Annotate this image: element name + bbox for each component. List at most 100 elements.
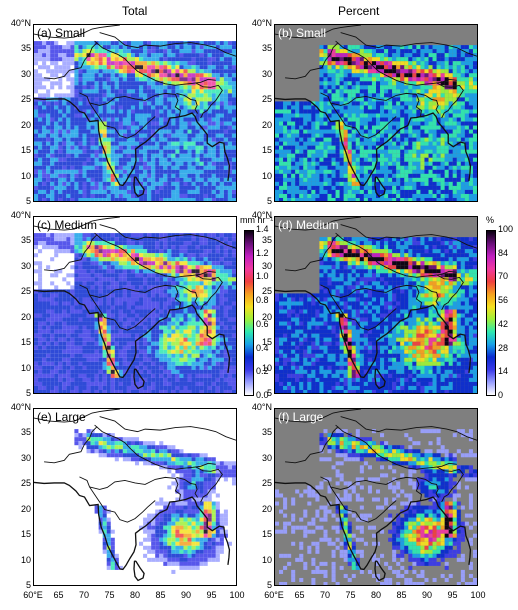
lon-tick-label: 90: [180, 590, 192, 600]
lat-tick-label: 25: [261, 94, 272, 105]
colorbar-tick-label: 0: [498, 390, 504, 400]
colorbar-tick-label: 0.2: [256, 366, 269, 377]
himalaya-contour: [335, 424, 457, 470]
map-svg: [34, 217, 236, 393]
panel-label-d: (d) Medium: [278, 218, 339, 232]
coastline: [275, 481, 472, 571]
bangladesh-border: [417, 92, 440, 114]
lon-tick-label: 85: [155, 590, 166, 600]
lat-tick-label: 30: [20, 68, 31, 79]
map-svg: [275, 25, 477, 201]
coastline-sri-lanka: [133, 368, 145, 390]
panel-label-c: (c) Medium: [37, 218, 98, 232]
tibet-contour: [99, 32, 236, 57]
lon-tick-label: 95: [206, 590, 217, 600]
lat-tick-label: 20: [20, 503, 31, 514]
lat-tick-label: 25: [261, 478, 272, 489]
himalaya-contour: [94, 40, 216, 86]
pakistan-border: [44, 234, 98, 272]
lat-tick-label: 35: [261, 427, 272, 438]
himalaya-contour: [94, 424, 216, 470]
lat-tick-label: 20: [261, 119, 272, 130]
lat-tick-label: 40°N: [10, 18, 31, 28]
eastern-range-contour: [195, 274, 223, 311]
map-panel-a: (a) Small: [33, 24, 237, 202]
lat-tick-label: 5: [25, 580, 31, 590]
colorbar-tick-label: 0.0: [256, 390, 269, 400]
map-panel-f: (f) Large: [274, 408, 478, 586]
lat-tick-label: 30: [20, 452, 31, 463]
eastern-range-contour: [436, 466, 464, 503]
bangladesh-border: [176, 284, 199, 306]
map-svg: [275, 409, 477, 585]
lat-tick-label: 10: [20, 362, 31, 373]
colorbar-tick-label: 1.4: [256, 224, 269, 234]
lon-tick-label: 85: [396, 590, 407, 600]
map-svg: [275, 217, 477, 393]
lon-tick-label: 65: [53, 590, 64, 600]
colorbar-tick-label: 56: [498, 295, 509, 306]
lon-tick-label: 95: [447, 590, 458, 600]
inner-contour: [320, 476, 397, 523]
lat-tick-label: 40°N: [10, 210, 31, 220]
lat-tick-label: 5: [25, 388, 31, 398]
panel-label-a: (a) Small: [37, 26, 86, 40]
lat-tick-label: 30: [261, 452, 272, 463]
coastline: [34, 289, 231, 379]
coastline: [275, 97, 472, 187]
himalaya-contour: [94, 232, 216, 278]
lon-tick-label: 75: [345, 590, 356, 600]
northern-contour: [34, 217, 120, 231]
precipitation-field: [34, 233, 236, 393]
lat-tick-label: 10: [20, 170, 31, 181]
lat-tick-label: 5: [266, 196, 272, 206]
bangladesh-border: [417, 476, 440, 498]
lon-tick-label: 90: [421, 590, 433, 600]
colorbar-tick-label: 0.6: [256, 318, 269, 329]
india-border: [330, 284, 422, 309]
northern-contour: [275, 25, 361, 39]
colorbar-tick-label: 1.2: [256, 247, 269, 258]
eastern-range-contour: [195, 82, 223, 119]
lon-tick-label: 100: [229, 590, 245, 600]
colorbar-total-unit: mm hr⁻¹: [240, 215, 274, 225]
lat-tick-label: 40°N: [251, 18, 272, 28]
lat-tick-label: 20: [20, 119, 31, 130]
lat-tick-label: 5: [25, 196, 31, 206]
panel-label-e: (e) Large: [37, 410, 86, 424]
northern-contour: [275, 217, 361, 231]
india-border: [89, 476, 181, 501]
lon-tick-label: 80: [129, 590, 141, 600]
precipitation-field: [275, 237, 477, 393]
tibet-contour: [340, 224, 477, 249]
colorbar-total: [244, 230, 254, 396]
northern-contour: [275, 409, 361, 423]
lat-tick-label: 40°N: [10, 402, 31, 412]
panel-label-f: (f) Large: [278, 410, 324, 424]
lon-tick-label: 60°E: [23, 590, 43, 600]
lon-tick-label: 70: [319, 590, 331, 600]
lat-tick-label: 15: [261, 529, 272, 540]
lat-tick-label: 30: [20, 260, 31, 271]
lat-tick-label: 20: [261, 503, 272, 514]
tibet-contour: [99, 416, 236, 441]
colorbar-tick-label: 0.8: [256, 295, 269, 306]
bangladesh-border: [176, 92, 199, 114]
panel-label-b: (b) Small: [278, 26, 327, 40]
tibet-contour: [340, 416, 477, 441]
map-panel-e: (e) Large: [33, 408, 237, 586]
coastline: [34, 481, 231, 571]
coastline-sri-lanka: [374, 176, 386, 198]
lat-tick-label: 35: [20, 427, 31, 438]
lat-tick-label: 10: [261, 362, 272, 373]
lat-tick-label: 25: [20, 94, 31, 105]
coastline-sri-lanka: [133, 176, 145, 198]
lat-tick-label: 15: [20, 529, 31, 540]
inner-contour: [320, 284, 397, 331]
lat-tick-label: 15: [20, 337, 31, 348]
lat-tick-label: 10: [261, 554, 272, 565]
india-border: [89, 92, 181, 117]
india-border: [330, 476, 422, 501]
precipitation-field: [275, 45, 477, 201]
coastline-sri-lanka: [374, 368, 386, 390]
